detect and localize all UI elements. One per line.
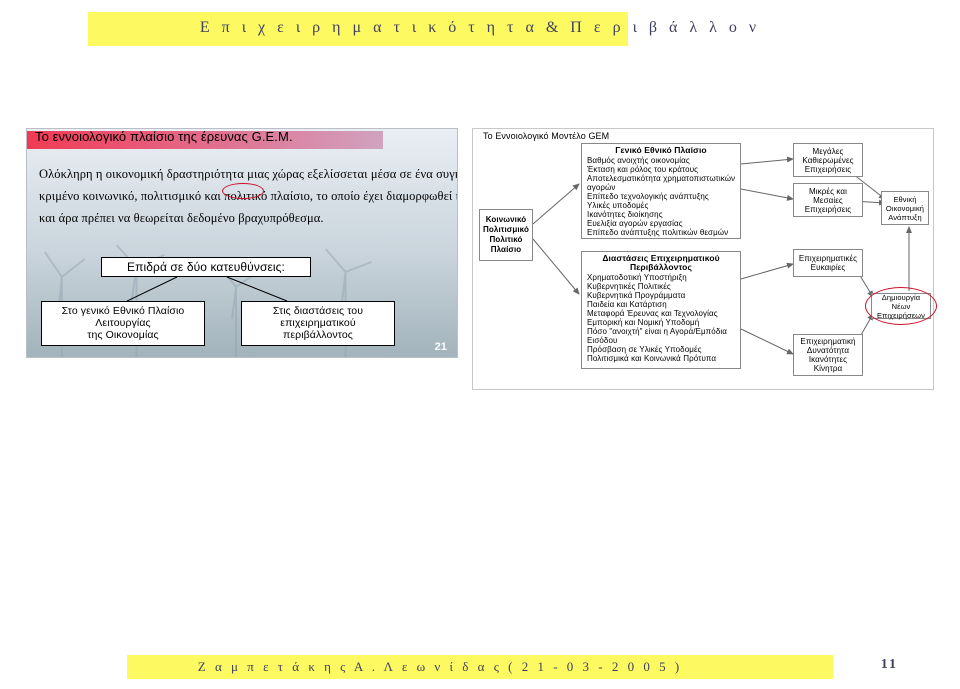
dp-i4: Μεταφορά Έρευνας και Τεχνολογίας [587, 309, 738, 318]
box-ge-header: Γενικό Εθνικό Πλαίσιο [584, 146, 738, 155]
box-ethniko-plaisio: Στο γενικό Εθνικό Πλαίσιο Λειτουργίας τη… [41, 301, 205, 346]
box-growth-text: Εθνική Οικονομική Ανάπτυξη [884, 195, 926, 222]
ge-i0: Βαθμός ανοιχτής οικονομίας [587, 156, 738, 165]
box-left-l2: Λειτουργίας [44, 317, 202, 329]
box-diastaseis: Στις διαστάσεις του επιχειρηματικού περι… [241, 301, 395, 346]
box-diastaseis-perivalontos: Διαστάσεις Επιχειρηματικού Περιβάλλοντος… [581, 251, 741, 369]
highlight-circle-plaisio [222, 183, 264, 199]
box-megales-epix: Μεγάλες Καθιερωμένες Επιχειρήσεις [793, 143, 863, 177]
box-left-l1: Στο γενικό Εθνικό Πλαίσιο [44, 305, 202, 317]
box-euk-text: Επιχειρηματικές Ευκαιρίες [799, 254, 857, 272]
left-slide: Το εννοιολογικό πλαίσιο της έρευνας G.E.… [26, 128, 458, 358]
ge-i4: Υλικές υποδομές [587, 201, 738, 210]
box-right-l2: επιχειρηματικού [244, 317, 392, 329]
ge-i6: Ευελιξία αγορών εργασίας [587, 219, 738, 228]
ge-i7: Επίπεδο ανάπτυξης πολιτικών θεσμών [587, 228, 738, 237]
dp-i6: Πόσο "ανοιχτή" είναι η Αγορά/Εμπόδια Εισ… [587, 327, 738, 345]
box-dyn-text: Επιχειρηματική Δυνατότητα Ικανότητες Κίν… [800, 337, 855, 373]
page-number: 11 [881, 657, 898, 673]
ge-i3: Επίπεδο τεχνολογικής ανάπτυξης [587, 192, 738, 201]
box-ethniki-anaptyxi: Εθνική Οικονομική Ανάπτυξη [881, 191, 929, 225]
slide-number: 21 [435, 341, 447, 353]
box-mme: Μικρές και Μεσαίες Επιχειρήσεις [793, 183, 863, 217]
box-right-l3: περιβάλλοντος [244, 329, 392, 341]
box-koinoniko-plaisio: Κοινωνικό Πολιτισμικό Πολιτικό Πλαίσιο [479, 209, 533, 261]
dp-i2: Κυβερνητικά Προγράμματα [587, 291, 738, 300]
para-line-3: και άρα πρέπει να θεωρείται δεδομένο βρα… [39, 207, 447, 229]
right-diagram: Το Εννοιολογικό Μοντέλο GEM Κοινωνικό Πο… [472, 128, 934, 390]
dp-i0: Χρηματοδοτική Υποστήριξη [587, 273, 738, 282]
dp-i8: Πολιτισμικά και Κοινωνικά Πρότυπα [587, 354, 738, 363]
box-eukairies: Επιχειρηματικές Ευκαιρίες [793, 249, 863, 277]
box-dp-list: Χρηματοδοτική Υποστήριξη Κυβερνητικές Πο… [584, 273, 738, 363]
ge-i5: Ικανότητες διοίκησης [587, 210, 738, 219]
box-dp-header: Διαστάσεις Επιχειρηματικού Περιβάλλοντος [584, 254, 738, 272]
slide-title: Το εννοιολογικό πλαίσιο της έρευνας G.E.… [35, 129, 293, 144]
dp-i3: Παιδεία και Κατάρτιση [587, 300, 738, 309]
box-left-l3: της Οικονομίας [44, 329, 202, 341]
box-ge-list: Βαθμός ανοιχτής οικονομίας Έκταση και ρό… [584, 156, 738, 237]
dp-i7: Πρόσβαση σε Υλικές Υποδομές [587, 345, 738, 354]
ge-i1: Έκταση και ρόλος του κράτους [587, 165, 738, 174]
footer-author-date: Ζ α μ π ε τ ά κ η ς Α . Λ ε ω ν ί δ α ς … [0, 659, 880, 675]
highlight-circle-newfirms [865, 287, 937, 325]
box-dynatotita: Επιχειρηματική Δυνατότητα Ικανότητες Κίν… [793, 334, 863, 376]
box-kpp-text: Κοινωνικό Πολιτισμικό Πολιτικό Πλαίσιο [483, 215, 529, 255]
dp-i5: Εμπορική και Νομική Υποδομή [587, 318, 738, 327]
ge-i2: Αποτελεσματικότητα χρηματοπιστωτικών αγο… [587, 174, 738, 192]
header-yellow-bar [88, 12, 628, 46]
box-megales-text: Μεγάλες Καθιερωμένες Επιχειρήσεις [802, 147, 853, 174]
box-mme-text: Μικρές και Μεσαίες Επιχειρήσεις [805, 187, 852, 214]
box-right-l1: Στις διαστάσεις του [244, 305, 392, 317]
dp-i1: Κυβερνητικές Πολιτικές [587, 282, 738, 291]
box-geniko-ethniko: Γενικό Εθνικό Πλαίσιο Βαθμός ανοιχτής οι… [581, 143, 741, 239]
para-line-1: Ολόκληρη η οικονομική δραστηριότητα μιας… [39, 163, 447, 185]
epidra-box: Επιδρά σε δύο κατευθύνσεις: [101, 257, 311, 277]
